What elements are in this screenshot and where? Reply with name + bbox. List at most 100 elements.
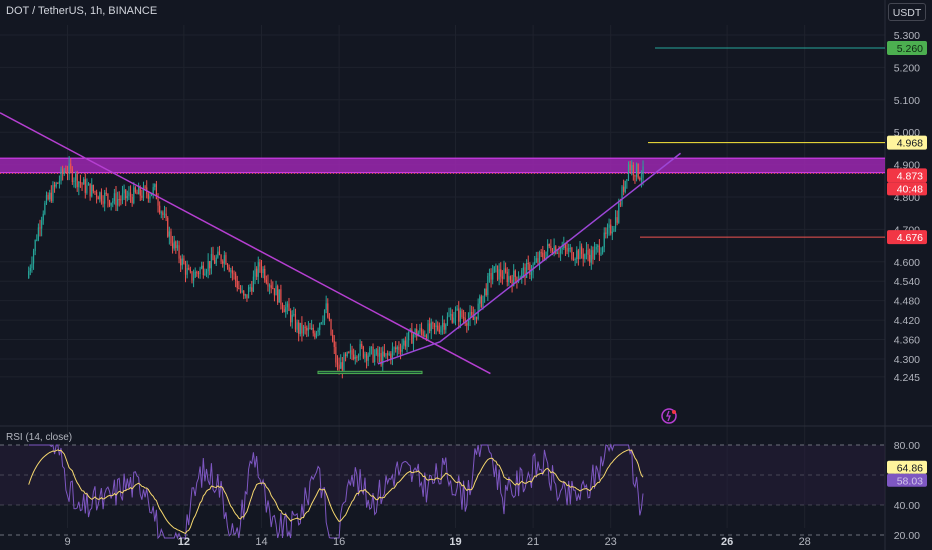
candle-body xyxy=(506,271,508,283)
resistance-price-badge-bg xyxy=(887,135,927,150)
candle-body xyxy=(306,327,308,331)
candle-body xyxy=(566,248,568,252)
candle-body xyxy=(357,356,360,358)
currency-button[interactable]: USDT xyxy=(888,3,926,21)
candle-body xyxy=(623,186,625,192)
candle-body xyxy=(235,273,237,281)
candle-body xyxy=(325,303,327,310)
candle-body xyxy=(608,224,610,228)
candle-body xyxy=(425,335,427,339)
candle-body xyxy=(372,346,374,363)
rsi-ma-line xyxy=(28,449,644,535)
candle-body xyxy=(126,195,128,199)
price-tick-label: 4.420 xyxy=(894,315,920,327)
candle-body xyxy=(589,254,591,263)
candle-body xyxy=(159,205,161,213)
candle-body xyxy=(380,353,382,365)
rsi-ma-badge: 58.03 xyxy=(897,476,923,488)
candle-body xyxy=(133,187,135,204)
candle-body xyxy=(41,220,43,229)
candle-body xyxy=(78,181,80,188)
candle-body xyxy=(328,317,330,320)
candle-body xyxy=(340,362,342,369)
candle-body xyxy=(277,286,279,303)
last-price-badge-bg xyxy=(887,168,927,183)
candle-body xyxy=(569,247,571,249)
candle-body xyxy=(100,192,103,202)
candle-body xyxy=(55,182,57,187)
candle-body xyxy=(474,316,476,320)
candle-body xyxy=(81,183,83,185)
candle-body xyxy=(344,354,347,356)
candle-body xyxy=(367,355,369,361)
annotations xyxy=(661,408,677,424)
candle-body xyxy=(260,266,263,274)
candle-body xyxy=(581,246,583,254)
candle-body xyxy=(445,324,447,330)
candle-body xyxy=(354,356,356,360)
candle-body xyxy=(296,322,298,330)
candle-body xyxy=(516,276,518,282)
candle-body xyxy=(391,348,394,360)
price-tick-label: 5.300 xyxy=(894,30,920,42)
descending-trendline xyxy=(0,112,491,375)
candle-body xyxy=(107,193,109,201)
candle-body xyxy=(490,273,492,280)
candle-body xyxy=(189,269,191,272)
candle-body xyxy=(173,241,175,249)
candle-body xyxy=(170,231,172,244)
candle-body xyxy=(412,334,415,344)
candle-body xyxy=(178,245,180,259)
candle-body xyxy=(32,251,35,264)
candle-body xyxy=(597,245,599,247)
candle-body xyxy=(635,163,638,177)
candle-body xyxy=(353,354,355,360)
rsi-indicator-label[interactable]: RSI (14, close) xyxy=(6,432,73,443)
candle-body xyxy=(453,317,455,323)
candle-body xyxy=(184,263,187,275)
candle-body xyxy=(479,296,481,304)
candle-body xyxy=(327,303,329,318)
time-tick-label: 23 xyxy=(605,536,617,548)
candle-body xyxy=(312,327,314,334)
candle-body xyxy=(65,171,67,173)
resistance-zone-rect xyxy=(0,158,885,173)
candle-body xyxy=(139,186,141,196)
candle-body xyxy=(561,247,563,249)
candle-body xyxy=(73,180,75,183)
candle-body xyxy=(149,195,151,199)
candle-body xyxy=(592,250,594,260)
candle-body xyxy=(375,349,377,355)
candle-body xyxy=(204,273,206,276)
candle-body xyxy=(283,309,285,313)
candle-body xyxy=(464,318,466,324)
candle-body xyxy=(323,309,326,321)
candle-body xyxy=(362,346,364,358)
alert-lightning-icon xyxy=(666,410,671,422)
candle-body xyxy=(403,340,405,346)
candle-body xyxy=(411,329,413,344)
candle-body xyxy=(448,315,450,317)
candle-body xyxy=(108,200,111,206)
horizontal-levels xyxy=(0,47,885,238)
candle-body xyxy=(291,314,293,323)
resistance-price-badge: 4.968 xyxy=(897,138,923,150)
candle-body xyxy=(288,303,290,311)
price-tick-label: 4.360 xyxy=(894,335,920,347)
candle-body xyxy=(210,254,212,269)
candle-body xyxy=(540,252,542,254)
candle-body xyxy=(160,212,162,214)
candle-body xyxy=(432,322,434,324)
candle-body xyxy=(361,343,363,347)
candle-body xyxy=(168,231,170,237)
candle-body xyxy=(212,254,214,261)
candle-body xyxy=(437,325,439,330)
candle-body xyxy=(171,243,174,249)
candle-body xyxy=(458,308,460,322)
candle-body xyxy=(123,189,125,194)
candle-body xyxy=(364,353,366,358)
candle-body xyxy=(278,289,280,303)
candle-body xyxy=(422,331,424,337)
candle-body xyxy=(587,249,589,255)
